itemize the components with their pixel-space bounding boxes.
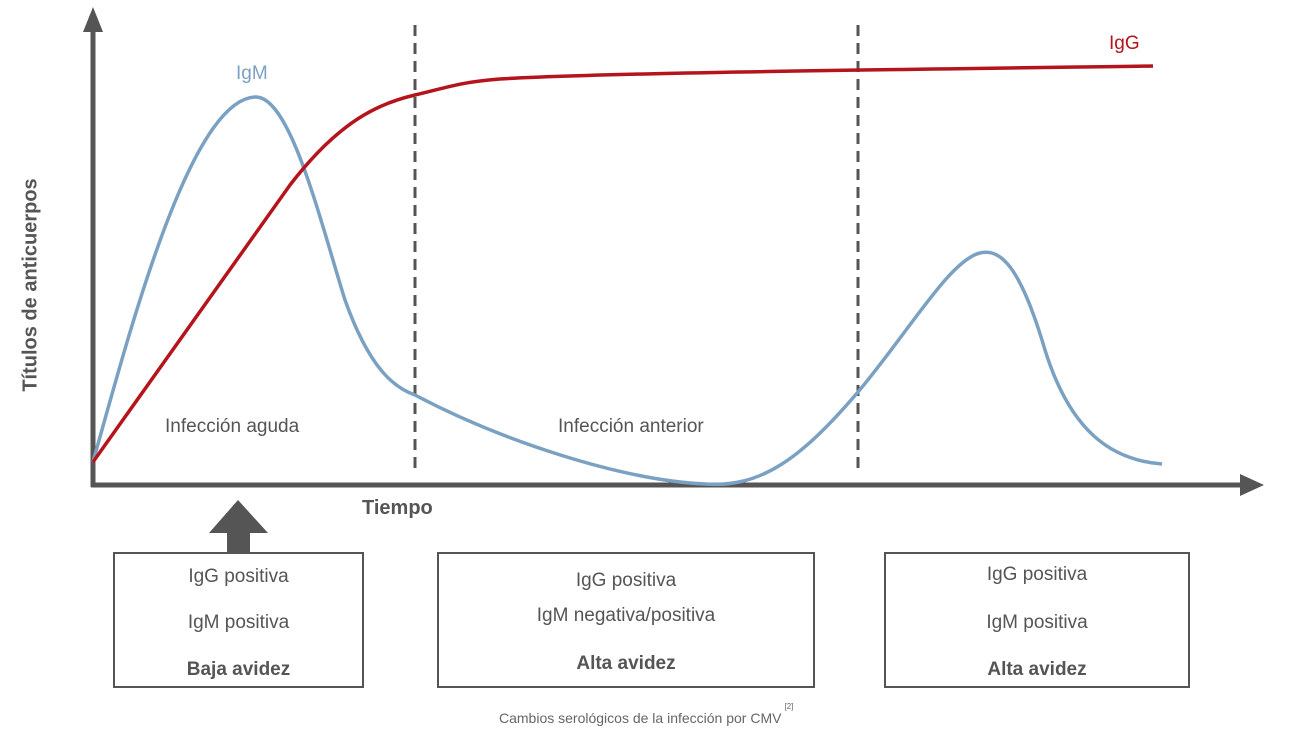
box-avidity: Baja avidez: [186, 659, 291, 680]
box-igg-status: IgG positiva: [188, 566, 289, 587]
caption-text: Cambios serológicos de la infección por …: [499, 710, 782, 726]
box-igm-status: IgM positiva: [187, 612, 290, 633]
box-igm-status: IgM positiva: [986, 612, 1088, 633]
igm-label: IgM: [236, 63, 268, 84]
box-igg-status: IgG positiva: [575, 570, 677, 591]
caption-reference: [2]: [784, 702, 794, 711]
igg-label: IgG: [1109, 33, 1140, 54]
igg-curve: [91, 64, 1154, 464]
phase-acute-label: Infección aguda: [165, 416, 300, 437]
serology-box-past: IgG positiva IgM negativa/positiva Alta …: [437, 552, 815, 688]
igm-curve: [91, 95, 1163, 487]
serology-box-reactivation: IgG positiva IgM positiva Alta avidez: [884, 552, 1190, 688]
x-axis-arrow-icon: [1240, 474, 1264, 496]
serology-box-acute: IgG positiva IgM positiva Baja avidez: [113, 552, 364, 688]
box-avidity: Alta avidez: [576, 653, 676, 674]
box-igg-status: IgG positiva: [986, 564, 1088, 585]
figure-caption: Cambios serológicos de la infección por …: [499, 702, 793, 726]
phase-past-label: Infección anterior: [558, 416, 704, 437]
current-time-arrow-icon: [209, 500, 268, 533]
x-axis-label: Tiempo: [362, 497, 433, 519]
box-avidity: Alta avidez: [987, 659, 1087, 680]
current-time-arrow-stem: [227, 532, 250, 553]
box-igm-status: IgM negativa/positiva: [536, 605, 716, 626]
y-axis-label: Títulos de anticuerpos: [19, 178, 42, 392]
y-axis-arrow-icon: [83, 7, 103, 32]
